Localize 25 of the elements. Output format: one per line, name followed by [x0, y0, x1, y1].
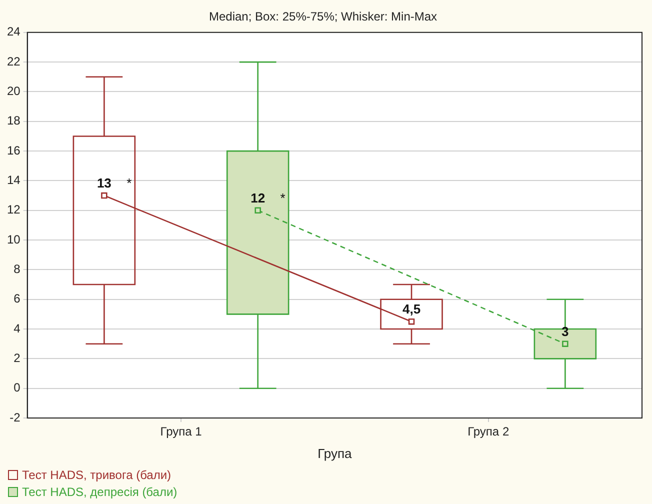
- y-tick-label: 24: [6, 24, 21, 39]
- x-tick-label: Група 1: [160, 424, 202, 439]
- y-tick-label: 0: [14, 380, 21, 395]
- text: 13: [96, 176, 112, 191]
- y-tick-label: 10: [6, 232, 21, 246]
- legend-label: Тест HADS, тривога (бали): [22, 468, 172, 482]
- y-tick-label: 20: [6, 84, 21, 98]
- y-tick-label: 2: [14, 350, 21, 365]
- x-axis-title: Група: [318, 446, 353, 461]
- legend-label: Тест HADS, депресія (бали): [22, 484, 178, 498]
- text: 12: [250, 190, 266, 206]
- chart-title: Median; Box: 25%-75%; Whisker: Min-Max: [208, 10, 438, 24]
- y-tick-label: 14: [6, 173, 21, 188]
- annotation: *: [126, 176, 132, 191]
- y-tick-label: 18: [6, 114, 21, 128]
- y-tick-label: 8: [14, 262, 21, 276]
- y-tick-label: 16: [6, 143, 21, 158]
- x-tick-label: Група 2: [468, 424, 510, 439]
- y-tick-label: -2: [10, 410, 21, 424]
- annotation: *: [280, 190, 286, 206]
- y-tick-label: 22: [6, 54, 21, 68]
- text: 4,5: [402, 302, 421, 317]
- y-tick-label: 4: [14, 321, 21, 336]
- y-tick-label: 6: [14, 292, 21, 306]
- y-tick-label: 12: [6, 202, 21, 217]
